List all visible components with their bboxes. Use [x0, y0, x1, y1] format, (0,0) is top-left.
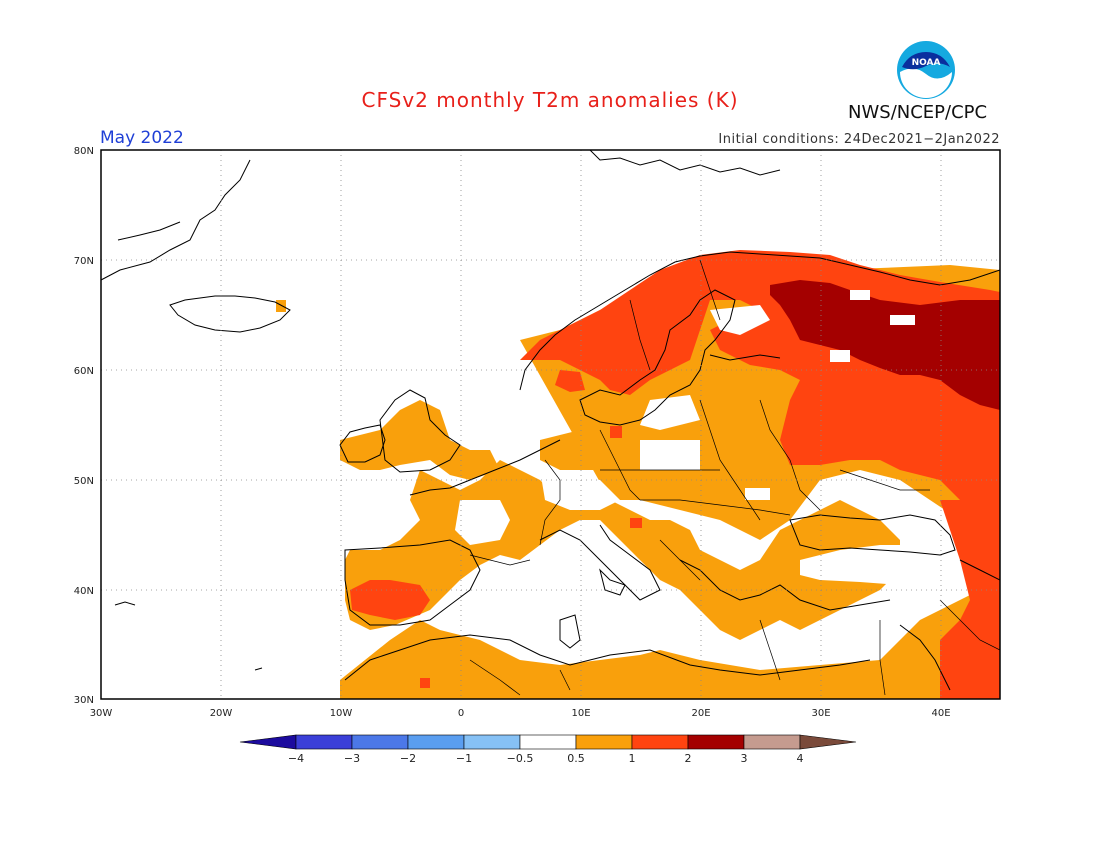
colorbar-label: −1: [456, 752, 472, 765]
colorbar-label: −4: [288, 752, 304, 765]
svg-text:NOAA: NOAA: [912, 58, 941, 68]
lon-tick: 30W: [90, 708, 113, 719]
colorbar-label: 0.5: [567, 752, 585, 765]
lat-tick: 70N: [74, 256, 94, 267]
country-borders: [469, 259, 1000, 696]
colorbar-label: 1: [629, 752, 636, 765]
lat-tick: 40N: [74, 586, 94, 597]
colorbar-label: 2: [685, 752, 692, 765]
colorbar-label: 4: [797, 752, 804, 765]
lon-tick: 0: [458, 708, 464, 719]
agency-label: NWS/NCEP/CPC: [848, 102, 988, 123]
colorbar-swatch: [743, 734, 801, 750]
lon-tick: 30E: [811, 708, 830, 719]
map-frame: [100, 149, 1001, 700]
lat-tick-labels: 80N 70N 60N 50N 40N 30N: [74, 146, 94, 706]
lat-tick: 30N: [74, 695, 94, 706]
lon-tick: 20E: [691, 708, 710, 719]
map-title: CFSv2 monthly T2m anomalies (K): [361, 88, 739, 112]
colorbar: −4 −3 −2 −1 −0.5 0.5 1 2 3 4: [239, 734, 857, 765]
colorbar-label: −0.5: [507, 752, 534, 765]
anomaly-neutral-holes: [455, 290, 950, 612]
lon-tick: 20W: [210, 708, 233, 719]
lon-tick: 10E: [571, 708, 590, 719]
lon-tick: 10W: [330, 708, 353, 719]
lon-tick-labels: 30W 20W 10W 0 10E 20E 30E 40E: [90, 708, 951, 719]
lat-tick: 80N: [74, 146, 94, 157]
colorbar-swatch: [407, 734, 465, 750]
colorbar-swatch: [463, 734, 521, 750]
colorbar-arrow-low: [239, 734, 297, 750]
initial-conditions: Initial conditions: 24Dec2021−2Jan2022: [718, 132, 1000, 147]
colorbar-label: 3: [741, 752, 748, 765]
coastlines: [101, 150, 1000, 691]
colorbar-arrow-high: [799, 734, 857, 750]
colorbar-swatch: [519, 734, 577, 750]
colorbar-swatch: [687, 734, 745, 750]
noaa-logo: NOAA: [897, 41, 955, 99]
colorbar-swatch: [631, 734, 689, 750]
anomaly-darkred-regions: [770, 280, 1000, 410]
colorbar-label: −3: [344, 752, 360, 765]
lon-tick: 40E: [931, 708, 950, 719]
colorbar-swatch: [295, 734, 353, 750]
colorbar-label: −2: [400, 752, 416, 765]
forecast-month: May 2022: [100, 128, 184, 148]
colorbar-swatch: [351, 734, 409, 750]
lat-tick: 60N: [74, 366, 94, 377]
lat-tick: 50N: [74, 476, 94, 487]
colorbar-swatch: [575, 734, 633, 750]
